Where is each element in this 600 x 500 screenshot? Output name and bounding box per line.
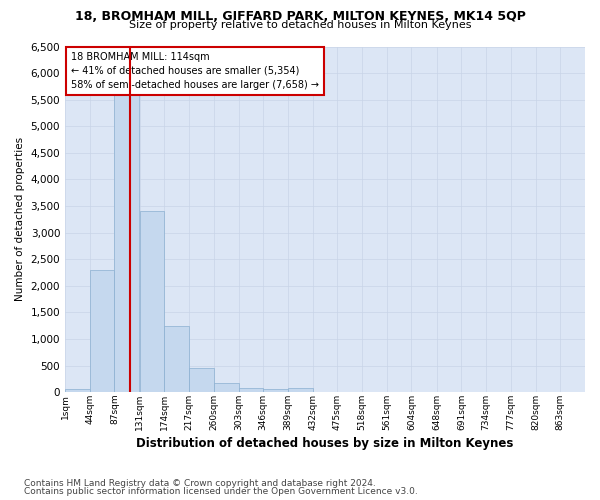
Bar xyxy=(140,212,164,392)
Bar xyxy=(115,70,139,392)
Bar xyxy=(65,389,90,392)
Bar xyxy=(214,383,239,392)
Y-axis label: Number of detached properties: Number of detached properties xyxy=(15,138,25,302)
Text: 18, BROMHAM MILL, GIFFARD PARK, MILTON KEYNES, MK14 5QP: 18, BROMHAM MILL, GIFFARD PARK, MILTON K… xyxy=(74,10,526,23)
Text: Contains public sector information licensed under the Open Government Licence v3: Contains public sector information licen… xyxy=(24,487,418,496)
Bar xyxy=(263,389,288,392)
Bar xyxy=(90,270,115,392)
Text: Contains HM Land Registry data © Crown copyright and database right 2024.: Contains HM Land Registry data © Crown c… xyxy=(24,478,376,488)
Bar xyxy=(239,388,263,392)
Bar xyxy=(164,326,189,392)
Text: Size of property relative to detached houses in Milton Keynes: Size of property relative to detached ho… xyxy=(129,20,471,30)
Bar xyxy=(189,368,214,392)
Text: 18 BROMHAM MILL: 114sqm
← 41% of detached houses are smaller (5,354)
58% of semi: 18 BROMHAM MILL: 114sqm ← 41% of detache… xyxy=(71,52,319,90)
Bar xyxy=(288,388,313,392)
X-axis label: Distribution of detached houses by size in Milton Keynes: Distribution of detached houses by size … xyxy=(136,437,514,450)
